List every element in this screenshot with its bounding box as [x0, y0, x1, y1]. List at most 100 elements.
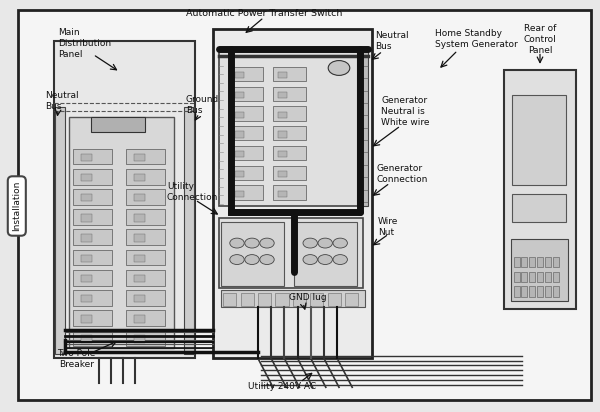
Bar [278, 131, 287, 138]
Circle shape [333, 255, 347, 265]
Bar [73, 149, 112, 164]
Bar [134, 275, 145, 282]
Bar [126, 149, 165, 164]
Bar [73, 330, 112, 346]
Bar [235, 191, 244, 197]
Bar [126, 189, 165, 205]
Bar [357, 49, 368, 206]
Bar [293, 293, 306, 306]
Bar [230, 87, 263, 101]
Text: Neutral
Bus: Neutral Bus [45, 91, 79, 111]
Bar [235, 131, 244, 138]
Circle shape [245, 255, 259, 265]
Bar [81, 234, 92, 242]
Text: Automatic Power Transfer Switch: Automatic Power Transfer Switch [186, 9, 342, 18]
Bar [126, 209, 165, 225]
Bar [219, 218, 363, 288]
Bar [537, 286, 543, 297]
Bar [73, 169, 112, 185]
Bar [134, 315, 145, 323]
Bar [73, 189, 112, 205]
Bar [126, 169, 165, 185]
Bar [278, 72, 287, 78]
Text: Generator
Connection: Generator Connection [377, 164, 428, 184]
Bar [134, 174, 145, 181]
Bar [134, 194, 145, 201]
Bar [73, 209, 112, 225]
Bar [126, 229, 165, 245]
Bar [545, 286, 551, 297]
Bar [126, 250, 165, 265]
Bar [134, 154, 145, 161]
Bar [81, 275, 92, 282]
Bar [230, 106, 263, 121]
Circle shape [245, 238, 259, 248]
Bar [278, 151, 287, 157]
Bar [273, 87, 306, 101]
Bar [81, 194, 92, 201]
Text: Two Pole
Breaker: Two Pole Breaker [57, 349, 95, 369]
Bar [55, 107, 65, 354]
Bar [537, 257, 543, 267]
Bar [511, 239, 568, 301]
Bar [553, 272, 559, 282]
Bar [81, 174, 92, 181]
Circle shape [230, 255, 244, 265]
Circle shape [333, 238, 347, 248]
Bar [221, 290, 365, 307]
Bar [258, 293, 271, 306]
Bar [134, 255, 145, 262]
Bar [553, 286, 559, 297]
Bar [512, 194, 566, 222]
Bar [73, 229, 112, 245]
Bar [514, 257, 520, 267]
Bar [219, 49, 363, 206]
Text: Installation: Installation [12, 181, 22, 231]
Bar [521, 286, 527, 297]
Bar [273, 146, 306, 160]
Bar [328, 293, 341, 306]
Circle shape [260, 238, 274, 248]
Text: Rear of
Control
Panel: Rear of Control Panel [524, 23, 556, 55]
Bar [184, 107, 194, 354]
Bar [81, 315, 92, 323]
Bar [235, 72, 244, 78]
Bar [235, 151, 244, 157]
Text: Ground
Bus: Ground Bus [186, 95, 219, 115]
Bar [273, 185, 306, 200]
Bar [213, 29, 372, 358]
Bar [54, 41, 195, 358]
Bar [273, 126, 306, 140]
Bar [73, 290, 112, 306]
Bar [126, 310, 165, 326]
Bar [294, 222, 357, 286]
Bar [126, 290, 165, 306]
Bar [273, 166, 306, 180]
Bar [273, 67, 306, 81]
Bar [278, 92, 287, 98]
Bar [514, 286, 520, 297]
Bar [223, 293, 236, 306]
Bar [345, 293, 358, 306]
Bar [553, 257, 559, 267]
Bar [69, 117, 174, 348]
Bar [134, 295, 145, 302]
Bar [241, 293, 254, 306]
Bar [235, 92, 244, 98]
Bar [521, 272, 527, 282]
Bar [81, 154, 92, 161]
Bar [73, 250, 112, 265]
Bar [230, 67, 263, 81]
Bar [529, 272, 535, 282]
Bar [310, 293, 323, 306]
Text: Utility
Connection: Utility Connection [167, 182, 218, 201]
Bar [512, 95, 566, 185]
Text: Main
Distribution
Panel: Main Distribution Panel [58, 28, 112, 59]
Bar [273, 106, 306, 121]
Bar [81, 295, 92, 302]
Bar [278, 112, 287, 118]
Bar [278, 171, 287, 177]
Bar [230, 185, 263, 200]
Circle shape [328, 61, 350, 75]
Bar [91, 117, 145, 132]
